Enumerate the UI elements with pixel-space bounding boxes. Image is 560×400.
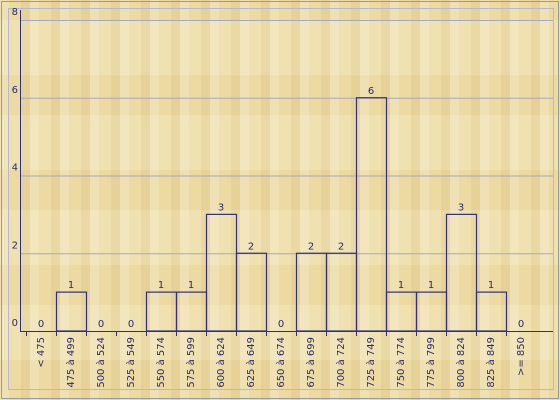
bar: [325, 252, 358, 332]
data-label: 0: [518, 319, 524, 330]
x-tick-label: 775 à 799: [425, 337, 437, 388]
x-tick-label: >= 850: [516, 337, 527, 376]
bar: [415, 291, 448, 332]
data-label: 6: [368, 86, 374, 97]
data-label: 2: [248, 241, 254, 252]
y-tick-label: 0: [12, 318, 18, 329]
bar: [175, 291, 208, 332]
x-tick-label: 475 à 499: [65, 337, 77, 388]
x-tick-label: 550 à 574: [155, 337, 167, 388]
x-tick-label: 825 à 849: [485, 337, 497, 388]
bar: [205, 213, 238, 332]
x-tick-label: 750 à 774: [395, 337, 407, 388]
x-tick-label: 575 à 599: [185, 337, 197, 388]
x-tick-label: 725 à 749: [365, 337, 377, 388]
data-label: 0: [278, 319, 284, 330]
y-tick-label: 2: [12, 240, 18, 251]
bar: [445, 213, 478, 332]
data-label: 2: [338, 241, 344, 252]
y-tick-label: 8: [12, 7, 18, 18]
bar: [235, 252, 268, 332]
x-tick-label: 625 à 649: [245, 337, 257, 388]
data-label: 3: [218, 202, 224, 213]
bar: [475, 291, 508, 332]
x-tick-label: 675 à 699: [305, 337, 317, 388]
data-label: 3: [458, 202, 464, 213]
data-label: 0: [98, 319, 104, 330]
data-label: 1: [68, 280, 74, 291]
x-tick-label: 500 à 524: [95, 337, 107, 388]
data-label: 1: [428, 280, 434, 291]
bar: [145, 291, 178, 332]
bar: [355, 97, 388, 332]
bar: [295, 252, 328, 332]
data-label: 1: [488, 280, 494, 291]
data-label: 1: [398, 280, 404, 291]
inner-frame: [8, 8, 554, 390]
x-tick-label: 600 à 624: [215, 337, 227, 388]
y-tick-label: 4: [12, 163, 18, 174]
x-tick-label: 700 à 724: [335, 337, 347, 388]
bar: [55, 291, 88, 332]
data-label: 2: [308, 241, 314, 252]
y-tick-label: 6: [12, 85, 18, 96]
data-label: 0: [38, 319, 44, 330]
data-label: 1: [158, 280, 164, 291]
data-label: 0: [128, 319, 134, 330]
bar: [385, 291, 418, 332]
x-tick-label: 525 à 549: [125, 337, 137, 388]
x-tick-label: < 475: [36, 337, 47, 368]
x-tick-label: 650 à 674: [275, 337, 287, 388]
x-tick-label: 800 à 824: [455, 337, 467, 388]
data-label: 1: [188, 280, 194, 291]
